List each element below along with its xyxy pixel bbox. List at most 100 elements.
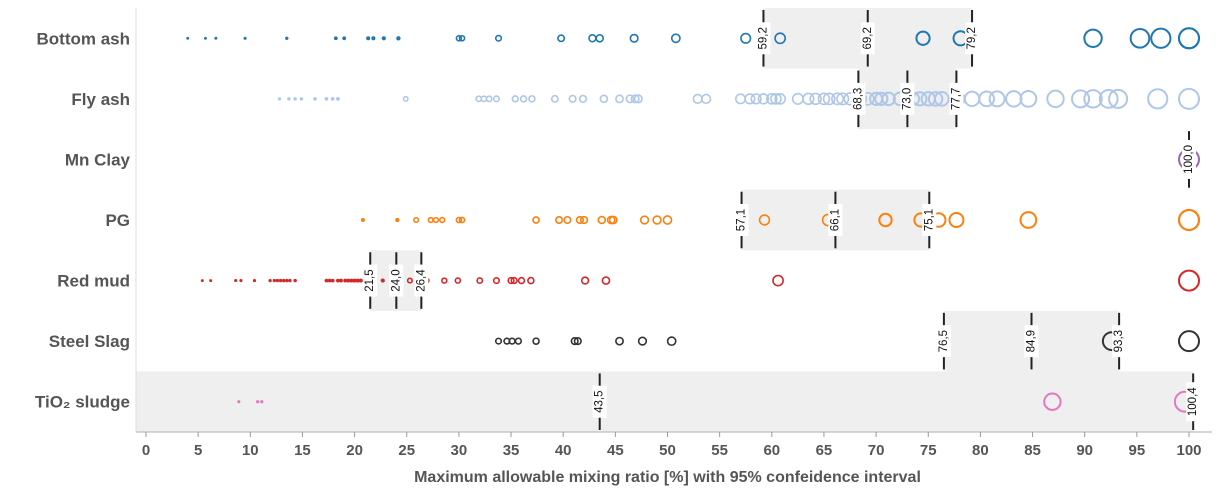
data-point: [575, 215, 585, 225]
ci-label: 76,5: [938, 330, 950, 352]
data-point: [557, 34, 566, 43]
x-tick-label: 20: [346, 442, 363, 459]
data-point: [336, 96, 340, 101]
data-point: [278, 278, 283, 283]
data-point: [770, 93, 782, 105]
data-point: [1108, 88, 1129, 109]
ci-label: 66,1: [829, 209, 841, 231]
data-point: [458, 34, 466, 42]
data-point: [662, 215, 673, 225]
ci-label-bg: [414, 264, 429, 297]
data-point: [330, 278, 335, 283]
data-point: [878, 212, 893, 228]
data-point: [287, 97, 291, 101]
data-point: [1178, 269, 1200, 292]
ci-label-bg: [1182, 139, 1196, 179]
data-point: [272, 278, 276, 283]
ci-label-bg: [1186, 382, 1201, 422]
data-point: [563, 215, 572, 225]
ci-label: 77,7: [950, 88, 962, 110]
ci-label: 26,4: [415, 269, 427, 292]
data-point: [485, 95, 493, 103]
data-point: [772, 274, 784, 287]
ci-label: 43,5: [594, 391, 606, 413]
data-point: [299, 97, 304, 101]
data-point: [507, 276, 515, 285]
ci-label: 24,0: [390, 269, 402, 291]
data-point: [371, 36, 376, 41]
data-point: [494, 337, 503, 345]
ci-label: 93,3: [1113, 330, 1125, 352]
data-point: [239, 279, 243, 283]
ci-label-bg: [1024, 325, 1039, 358]
x-tick-label: 30: [451, 442, 468, 459]
x-tick-label: 90: [1076, 442, 1093, 459]
data-point: [927, 91, 944, 107]
data-point: [750, 93, 762, 105]
data-point: [978, 90, 996, 108]
x-axis-title: Maximum allowable mixing ratio [%] with …: [414, 469, 921, 486]
data-point: [670, 33, 681, 44]
x-tick-label: 85: [1024, 442, 1041, 459]
category-label: PG: [105, 211, 130, 230]
data-point: [933, 91, 950, 107]
ci-label-bg: [734, 204, 749, 236]
data-point: [1005, 90, 1023, 108]
x-tick-label: 15: [294, 442, 311, 459]
data-point: [427, 216, 434, 224]
x-tick-label: 50: [659, 442, 676, 459]
data-point: [293, 278, 297, 283]
data-point: [1178, 87, 1200, 110]
x-tick-label: 5: [194, 442, 202, 459]
data-point: [293, 97, 297, 101]
data-point: [360, 218, 365, 222]
data-point: [1178, 330, 1200, 353]
ci-label-bg: [965, 22, 980, 55]
data-point: [355, 278, 360, 283]
category-label: TiO₂ sludge: [35, 393, 130, 412]
data-point: [744, 93, 756, 105]
data-point: [1083, 28, 1103, 48]
data-point: [528, 95, 536, 103]
data-point: [441, 277, 448, 284]
data-point: [637, 336, 648, 346]
data-point: [692, 93, 703, 104]
data-point: [439, 216, 446, 224]
ci-label-bg: [949, 82, 964, 115]
data-point: [511, 95, 519, 103]
data-point: [413, 216, 420, 224]
data-point: [519, 95, 528, 103]
data-point: [774, 32, 787, 45]
data-point: [630, 94, 640, 104]
data-point: [874, 91, 889, 107]
data-point: [615, 336, 624, 346]
data-point: [336, 278, 340, 283]
data-point: [580, 276, 590, 285]
x-tick-label: 35: [503, 442, 520, 459]
x-tick-label: 100: [1176, 442, 1201, 459]
data-point: [402, 95, 409, 102]
data-point: [550, 94, 559, 103]
data-point: [532, 337, 540, 345]
data-point: [209, 279, 213, 283]
data-point: [831, 92, 844, 106]
ci-label: 100,0: [1183, 145, 1195, 174]
data-point: [510, 276, 518, 285]
data-point: [432, 216, 440, 224]
ci-label: 79,2: [966, 27, 978, 49]
data-point: [406, 277, 413, 284]
data-point: [822, 92, 836, 106]
data-point: [666, 336, 677, 347]
data-point: [455, 216, 463, 224]
data-point: [288, 278, 292, 283]
data-point: [476, 277, 484, 285]
ci-label-bg: [363, 264, 378, 297]
data-point: [203, 36, 207, 40]
ci-label-bg: [756, 22, 771, 55]
data-point: [277, 97, 282, 101]
ci-label-bg: [860, 22, 875, 55]
category-label: Bottom ash: [37, 29, 131, 48]
x-tick-label: 0: [142, 442, 150, 459]
data-point: [809, 92, 822, 106]
